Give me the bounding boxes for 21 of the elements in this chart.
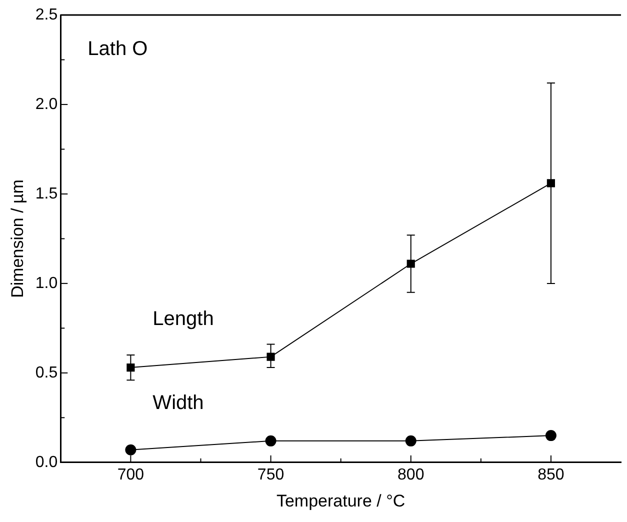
y-axis-title: Dimension / µm: [8, 179, 27, 298]
y-tick-label: 2.5: [35, 6, 58, 24]
point: [405, 435, 416, 446]
series-label: Length: [152, 308, 214, 330]
y-tick-label: 1.0: [35, 274, 58, 292]
annotation: Lath O: [88, 38, 148, 60]
y-tick-label: 1.5: [35, 185, 58, 202]
y-tick-label: 2.0: [35, 96, 58, 113]
x-axis-title: Temperature / °C: [276, 491, 406, 510]
point: [546, 179, 555, 188]
y-tick-label: 0.5: [35, 364, 58, 382]
point: [265, 435, 276, 446]
point: [125, 444, 136, 456]
point: [266, 352, 275, 361]
series-label: Width: [152, 392, 204, 414]
y-tick-label: 0.0: [35, 454, 58, 471]
x-tick-label: 700: [117, 466, 144, 484]
point: [406, 260, 415, 268]
x-tick-label: 850: [538, 466, 564, 484]
x-tick-label: 800: [398, 466, 424, 484]
x-tick-label: 750: [257, 466, 284, 484]
